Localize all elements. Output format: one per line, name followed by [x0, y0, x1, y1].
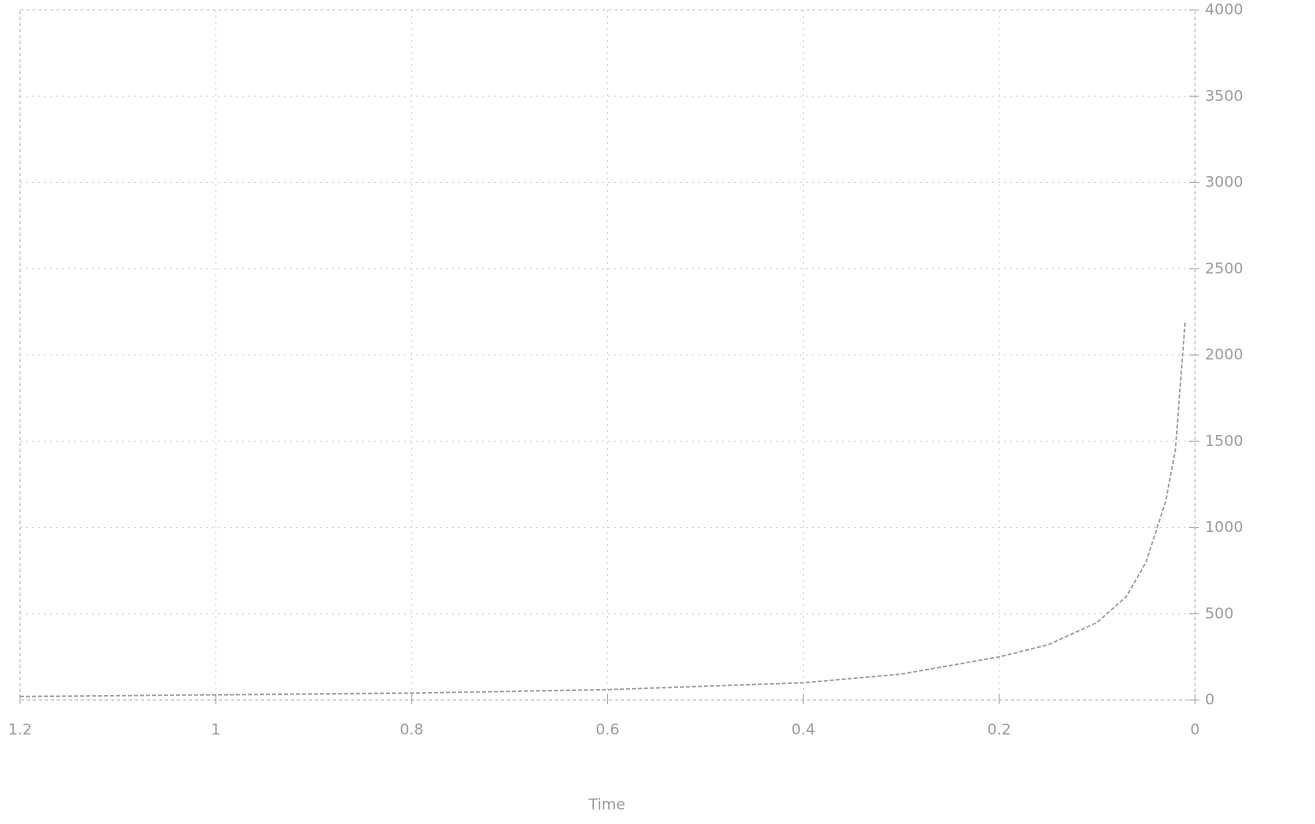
x-tick-label: 1 [211, 721, 221, 739]
y-tick-label: 3500 [1205, 87, 1243, 105]
y-tick-label: 1500 [1205, 432, 1243, 450]
y-tick-label: 2500 [1205, 259, 1243, 277]
y-tick-label: 3000 [1205, 173, 1243, 191]
line-series [19, 320, 1186, 698]
x-axis-label: Time [588, 796, 626, 814]
y-tick-label: 500 [1205, 604, 1234, 622]
x-tick-label: 0.4 [791, 721, 815, 739]
x-tick-label: 0.2 [987, 721, 1011, 739]
x-tick-label: 0.8 [400, 721, 424, 739]
x-tick-label: 0.6 [596, 721, 620, 739]
y-tick-label: 4000 [1205, 1, 1243, 19]
y-tick-label: 2000 [1205, 346, 1243, 364]
y-tick-label: 1000 [1205, 518, 1243, 536]
x-tick-label: 0 [1190, 721, 1200, 739]
x-tick-label: 1.2 [8, 721, 32, 739]
y-tick-label: 0 [1205, 691, 1215, 709]
